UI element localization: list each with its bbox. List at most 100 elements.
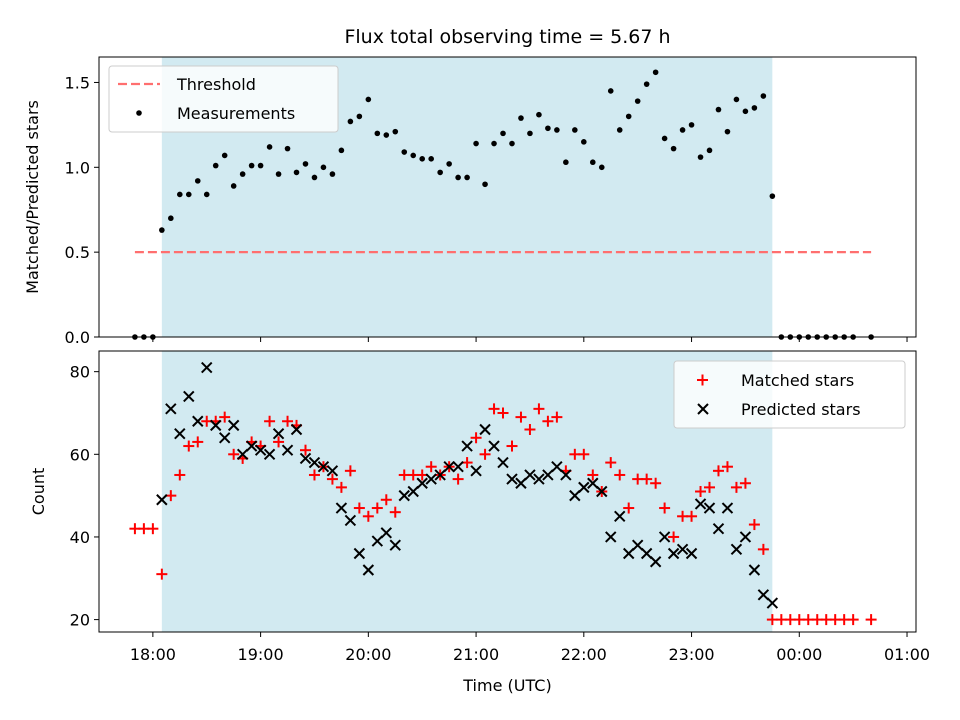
predicted-star-stroke xyxy=(766,597,779,609)
matched-star-point xyxy=(353,502,365,514)
measurement-point xyxy=(473,140,479,147)
predicted-star-point xyxy=(640,547,653,560)
predicted-star-stroke xyxy=(605,531,617,543)
predicted-star-stroke xyxy=(165,403,177,415)
predicted-star-point xyxy=(766,597,779,609)
predicted-star-stroke xyxy=(533,473,545,485)
predicted-star-point xyxy=(272,427,285,440)
predicted-star-stroke xyxy=(434,469,446,481)
predicted-star-stroke xyxy=(685,547,698,560)
measurement-point xyxy=(446,161,452,167)
predicted-star-stroke xyxy=(569,489,581,502)
measurement-point xyxy=(625,113,632,120)
predicted-star-point xyxy=(425,473,437,485)
top-y-tick-label: 0.5 xyxy=(65,243,90,262)
matched-star-point xyxy=(282,415,294,427)
matched-star-point xyxy=(425,461,437,473)
predicted-star-point xyxy=(524,469,536,481)
measurement-point xyxy=(760,93,767,99)
bottom-x-axis-ticks: 18:00 19:00 20:00 21:00 22:00 23:00 00:00 01:00 xyxy=(130,632,930,664)
predicted-star-point xyxy=(703,502,716,514)
chart-title: Flux total observing time = 5.67 h xyxy=(344,26,670,48)
legend-threshold-label: Threshold xyxy=(176,75,256,94)
matched-star-point xyxy=(452,473,464,485)
bottom-y-tick-label: 60 xyxy=(70,445,90,464)
matched-star-point xyxy=(228,448,240,460)
predicted-star-stroke xyxy=(551,460,563,473)
matched-star-point xyxy=(515,411,527,423)
predicted-star-stroke xyxy=(560,469,572,481)
predicted-star-stroke xyxy=(281,444,294,456)
predicted-star-point xyxy=(461,440,473,452)
matched-star-point xyxy=(695,486,707,497)
matched-star-point xyxy=(488,403,500,415)
bottom-y-tick-label: 80 xyxy=(70,363,90,382)
predicted-star-stroke xyxy=(407,485,419,498)
legend-matched-label: Matched stars xyxy=(741,371,854,390)
predicted-star-stroke xyxy=(748,564,761,576)
predicted-star-stroke xyxy=(227,419,240,432)
bottom-x-tick-label: 01:00 xyxy=(884,645,930,664)
matched-star-point xyxy=(641,473,653,485)
predicted-star-stroke xyxy=(524,469,536,481)
predicted-star-point xyxy=(254,444,267,456)
measurement-point xyxy=(697,154,704,160)
matched-star-point xyxy=(551,411,563,423)
legend-predicted-swatch xyxy=(697,403,709,415)
matched-star-point xyxy=(587,469,599,481)
predicted-star-point xyxy=(452,460,464,473)
matched-star-point xyxy=(524,424,536,436)
predicted-star-stroke xyxy=(416,477,428,489)
predicted-star-stroke xyxy=(290,423,303,436)
predicted-star-point xyxy=(605,531,617,543)
measurement-point xyxy=(751,105,758,111)
predicted-star-stroke xyxy=(542,469,554,481)
predicted-star-stroke xyxy=(587,477,599,489)
predicted-star-point xyxy=(739,531,752,543)
top-x-axis-ticks xyxy=(152,337,908,342)
predicted-star-stroke xyxy=(757,589,770,601)
matched-star-point xyxy=(344,465,356,477)
measurement-point xyxy=(527,130,533,137)
matched-star-point xyxy=(712,465,724,477)
predicted-star-point xyxy=(721,502,734,514)
bottom-y-tick-label: 20 xyxy=(70,611,90,630)
matched-star-point xyxy=(865,614,877,626)
measurement-point xyxy=(482,181,488,188)
predicted-star-point xyxy=(658,531,671,543)
predicted-star-stroke xyxy=(676,543,689,556)
matched-star-point xyxy=(614,469,626,481)
predicted-star-stroke xyxy=(730,543,743,556)
measurement-point xyxy=(589,159,596,166)
top-y-axis-ticks: 0.0 0.5 1.0 1.5 xyxy=(65,73,99,347)
measurement-point xyxy=(266,144,273,150)
measurement-point xyxy=(257,162,264,169)
predicted-star-stroke xyxy=(622,547,635,560)
predicted-star-point xyxy=(183,390,195,403)
predicted-star-point xyxy=(578,481,590,494)
matched-star-point xyxy=(721,461,733,473)
predicted-star-stroke xyxy=(631,539,644,551)
predicted-star-stroke xyxy=(443,460,455,473)
predicted-star-stroke xyxy=(452,460,464,473)
bottom-legend-box xyxy=(673,360,906,429)
predicted-star-point xyxy=(335,502,348,514)
predicted-star-point xyxy=(416,477,428,489)
predicted-star-point xyxy=(165,403,177,415)
measurement-point xyxy=(500,130,506,137)
predicted-star-point xyxy=(569,489,581,502)
bottom-x-tick-label: 20:00 xyxy=(345,645,391,664)
predicted-star-stroke xyxy=(263,448,276,461)
matched-star-point xyxy=(156,568,168,580)
predicted-star-stroke xyxy=(425,473,437,485)
matched-star-point xyxy=(380,494,392,506)
measurement-point xyxy=(679,127,686,133)
predicted-star-point xyxy=(667,547,680,560)
measurement-point xyxy=(356,113,363,120)
predicted-star-stroke xyxy=(353,547,366,560)
matched-star-point xyxy=(739,477,751,489)
measurement-point xyxy=(670,145,677,152)
matched-star-point xyxy=(730,481,742,493)
measurement-point xyxy=(194,178,201,184)
measurement-point xyxy=(347,118,354,125)
